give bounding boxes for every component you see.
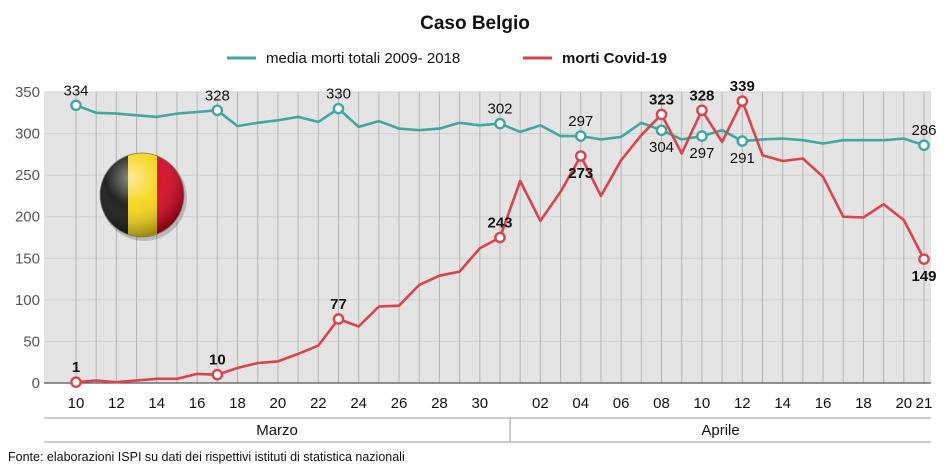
plot-area: 0 50 100 150 200 250 300 350 10 12 14 16 18 20 22 24 26 2… (15, 78, 937, 443)
avg-data-label: 328 (205, 87, 230, 104)
x-tick-label: 02 (532, 395, 549, 412)
covid-data-label: 1 (72, 359, 80, 376)
avg-point-marker (696, 130, 708, 142)
x-tick-label: 26 (391, 395, 408, 412)
covid-point-marker (736, 95, 749, 107)
avg-data-label: 286 (911, 122, 936, 139)
avg-data-label: 291 (730, 150, 755, 167)
avg-data-label: 302 (487, 101, 512, 118)
avg-point-marker (494, 117, 506, 130)
covid-point-marker (696, 104, 708, 117)
y-tick-label: 100 (15, 292, 40, 309)
x-tick-label: 12 (734, 395, 751, 412)
x-tick-label: 20 (270, 395, 287, 412)
avg-data-label: 330 (326, 86, 351, 103)
y-tick-label: 300 (15, 126, 40, 143)
covid-point-marker (70, 376, 82, 388)
belgium-flag-icon (99, 152, 187, 241)
x-tick-label: 16 (815, 395, 832, 412)
x-tick-label: 30 (471, 395, 488, 412)
avg-data-label: 297 (689, 145, 714, 162)
x-tick-label: 14 (774, 395, 791, 412)
x-tick-label: 24 (350, 395, 367, 412)
covid-point-marker (574, 150, 587, 162)
covid-data-label: 328 (689, 87, 714, 104)
covid-point-marker (655, 108, 668, 121)
avg-point-marker (918, 139, 930, 152)
covid-point-marker (332, 313, 345, 325)
y-tick-label: 350 (15, 84, 40, 101)
covid-data-label: 339 (730, 78, 755, 95)
covid-data-label: 149 (911, 268, 936, 285)
y-tick-label: 0 (32, 375, 40, 392)
covid-point-marker (494, 231, 506, 244)
avg-data-label: 297 (568, 113, 593, 130)
covid-data-label: 323 (649, 91, 674, 108)
x-tick-label: 10 (694, 395, 711, 412)
x-tick-label: 22 (310, 395, 327, 412)
avg-point-marker (70, 99, 82, 112)
covid-data-label: 10 (209, 352, 226, 369)
y-tick-label: 50 (23, 333, 40, 350)
x-tick-label: 12 (108, 395, 125, 412)
x-tick-label: 10 (68, 395, 85, 412)
avg-data-label: 334 (63, 82, 88, 99)
avg-point-marker (332, 102, 345, 115)
covid-point-marker (918, 253, 930, 265)
avg-point-marker (736, 135, 749, 147)
x-tick-label: 18 (229, 395, 246, 412)
avg-point-marker (655, 124, 668, 137)
x-tick-label: 21 (916, 395, 933, 412)
source-note: Fonte: elaborazioni ISPI su dati dei ris… (8, 450, 405, 464)
x-tick-label: 20 (895, 395, 912, 412)
avg-point-marker (574, 130, 587, 142)
x-tick-label: 04 (572, 395, 589, 412)
x-tick-label: 28 (431, 395, 448, 412)
x-tick-label: 18 (855, 395, 872, 412)
avg-data-label: 304 (649, 139, 674, 156)
covid-point-marker (211, 368, 224, 381)
x-tick-label: 08 (653, 395, 670, 412)
legend-label-covid: morti Covid-19 (562, 50, 667, 67)
y-tick-label: 200 (15, 209, 40, 226)
covid-data-label: 273 (568, 165, 593, 182)
y-tick-label: 250 (15, 167, 40, 184)
avg-point-marker (211, 104, 224, 117)
covid-data-label: 243 (487, 215, 512, 232)
chart-title: Caso Belgio (420, 13, 530, 34)
legend: media morti totali 2009- 2018 morti Covi… (227, 50, 667, 67)
covid-data-label: 77 (330, 296, 347, 313)
x-tick-label: 06 (613, 395, 630, 412)
x-tick-label: 14 (148, 395, 165, 412)
x-tick-label: 16 (189, 395, 206, 412)
legend-label-avg: media morti totali 2009- 2018 (266, 50, 460, 67)
month-label: Marzo (256, 422, 298, 439)
month-label: Aprile (701, 422, 739, 439)
y-tick-label: 150 (15, 250, 40, 267)
